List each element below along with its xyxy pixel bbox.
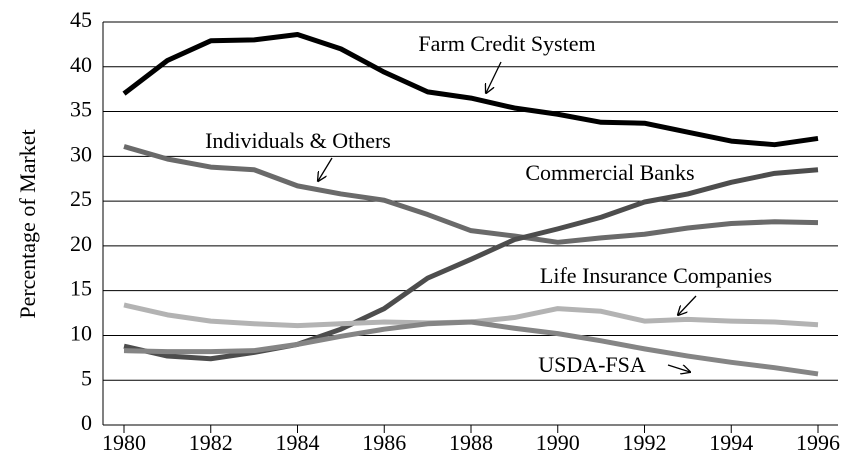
y-tick-label: 30 — [70, 141, 92, 166]
arrow — [486, 61, 502, 93]
x-tick-label: 1996 — [796, 430, 840, 455]
x-tick-label: 1992 — [623, 430, 667, 455]
grid — [102, 21, 838, 433]
x-tick-label: 1994 — [709, 430, 753, 455]
y-tick-label: 25 — [70, 186, 92, 211]
lines — [122, 32, 819, 377]
x-tick-label: 1990 — [536, 430, 580, 455]
arrow — [318, 157, 333, 181]
x-tick-label: 1984 — [276, 430, 320, 455]
series-line — [123, 319, 819, 377]
y-tick-label: 10 — [70, 320, 92, 345]
y-tick-label: 20 — [70, 231, 92, 256]
series-label: Commercial Banks — [525, 160, 694, 185]
y-tick-label: 5 — [81, 365, 92, 390]
y-tick-label: 35 — [70, 97, 92, 122]
x-tick-label: 1980 — [102, 430, 146, 455]
series-label: USDA-FSA — [538, 352, 646, 377]
y-axis-label: Percentage of Market — [15, 129, 40, 318]
series-line — [122, 32, 819, 148]
x-tick-label: 1986 — [362, 430, 406, 455]
x-tick-label: 1988 — [449, 430, 493, 455]
arrow — [678, 295, 697, 315]
series-line — [123, 144, 819, 245]
y-tick-label: 15 — [70, 276, 92, 301]
series-label: Individuals & Others — [205, 128, 391, 153]
y-tick-label: 40 — [70, 52, 92, 77]
arrow — [667, 364, 690, 372]
y-tick-label: 0 — [81, 410, 92, 435]
y-tick-label: 45 — [70, 7, 92, 32]
series-label: Life Insurance Companies — [540, 263, 772, 288]
series-label: Farm Credit System — [418, 31, 595, 56]
series-line — [123, 167, 819, 362]
x-tick-label: 1982 — [189, 430, 233, 455]
